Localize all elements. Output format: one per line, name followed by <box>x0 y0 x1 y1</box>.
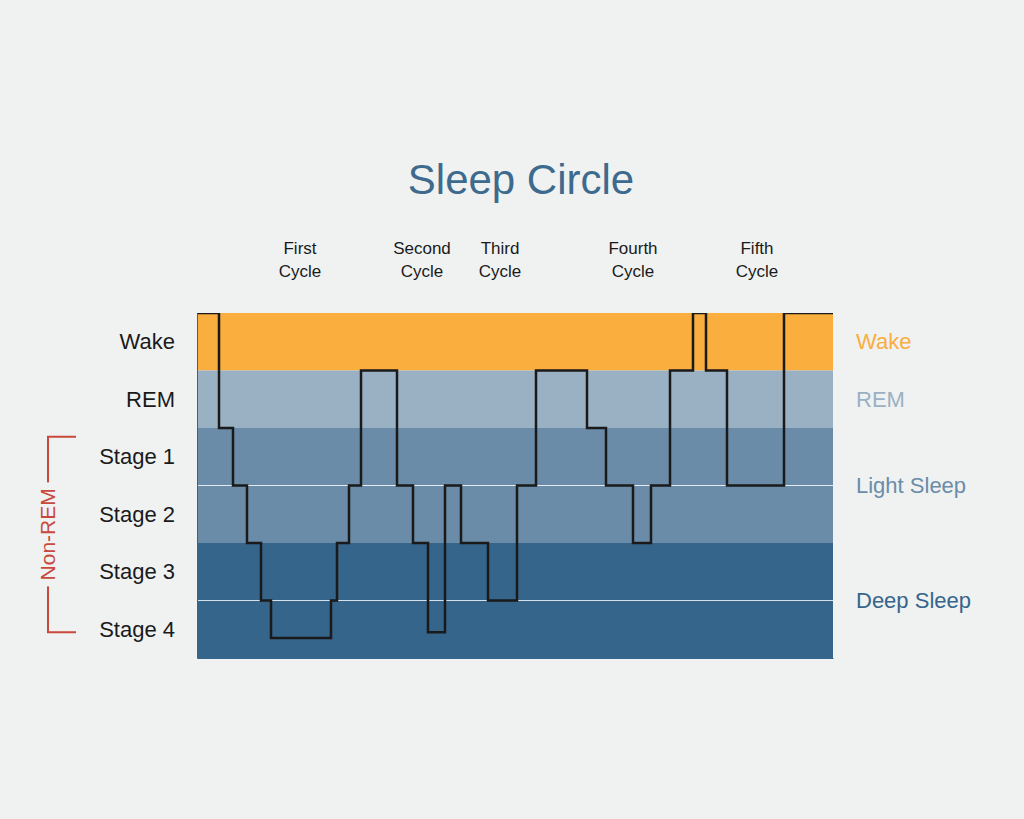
cycle-label: FirstCycle <box>279 239 322 281</box>
tick: Stage 1 <box>99 444 197 469</box>
tick-label: REM <box>126 387 175 412</box>
bracket-gap <box>36 482 60 586</box>
cycle-label: FourthCycle <box>608 239 657 281</box>
tick-label: Stage 4 <box>99 617 175 642</box>
tick: Wake <box>120 329 197 354</box>
tick: REM <box>126 387 197 412</box>
band-label: REM <box>856 387 905 412</box>
y-axis-line <box>197 314 198 659</box>
cycle-label: ThirdCycle <box>479 239 522 281</box>
x-axis <box>198 658 834 659</box>
tick-label: Wake <box>120 329 175 354</box>
hypnogram-line <box>197 313 833 638</box>
bracket: Non-REM <box>36 437 76 633</box>
background <box>0 0 1024 819</box>
bands <box>197 313 833 658</box>
tick: Stage 4 <box>99 617 197 642</box>
tick-label: Stage 3 <box>99 559 175 584</box>
y-axis: Stage 4 Stage 3 Stage 2 Stage 1 REM Wake <box>99 314 197 659</box>
tick: Stage 3 <box>99 559 197 584</box>
band-label: Light Sleep <box>856 473 966 498</box>
band <box>197 313 833 371</box>
band <box>197 371 833 429</box>
cycle-label: FifthCycle <box>736 239 779 281</box>
tick: Stage 2 <box>99 502 197 527</box>
tick-label: Stage 1 <box>99 444 175 469</box>
band-label: Wake <box>856 329 911 354</box>
plot <box>197 313 833 638</box>
bracket-label: Non-REM <box>36 488 59 580</box>
title: Sleep Circle <box>408 156 634 203</box>
chart: Sleep Circle Wake REM Light Sleep Deep Sleep… <box>0 0 1024 819</box>
tick-label: Stage 2 <box>99 502 175 527</box>
cycle-label: SecondCycle <box>393 239 451 281</box>
x-axis-line <box>198 658 834 659</box>
band-label: Deep Sleep <box>856 588 971 613</box>
